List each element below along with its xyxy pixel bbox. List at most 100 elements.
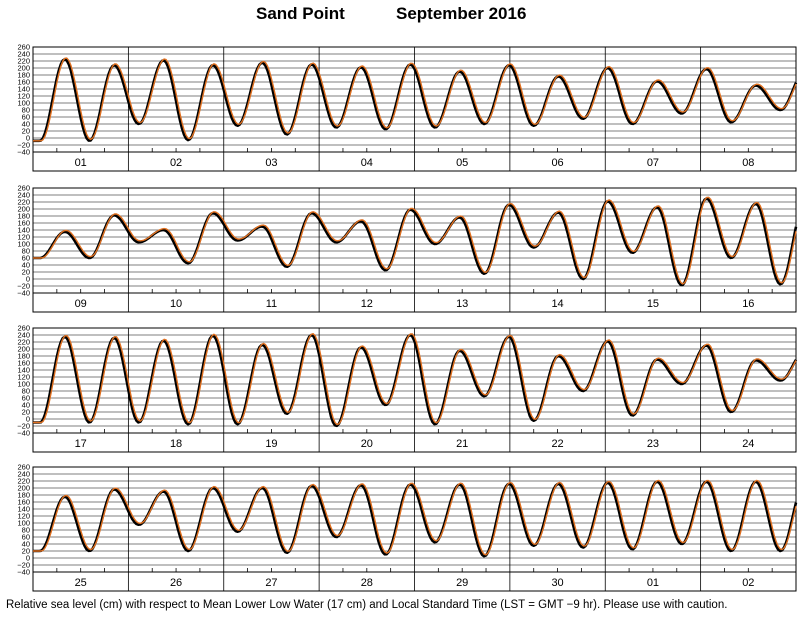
y-tick-label: 240 bbox=[17, 50, 30, 59]
day-label: 01 bbox=[647, 577, 659, 589]
day-label: 01 bbox=[75, 157, 87, 169]
y-tick-label: 20 bbox=[22, 547, 30, 556]
y-tick-label: 40 bbox=[22, 401, 30, 410]
day-label: 30 bbox=[551, 577, 563, 589]
day-label: 28 bbox=[361, 577, 373, 589]
day-label: 24 bbox=[742, 438, 754, 450]
day-label: 29 bbox=[456, 577, 468, 589]
y-tick-label: −40 bbox=[17, 148, 30, 157]
month-year: September 2016 bbox=[396, 4, 527, 23]
y-tick-label: 220 bbox=[17, 198, 30, 207]
y-tick-label: 0 bbox=[26, 415, 30, 424]
day-label: 03 bbox=[265, 157, 277, 169]
day-label: 05 bbox=[456, 157, 468, 169]
y-tick-label: 260 bbox=[17, 184, 30, 193]
y-tick-label: 160 bbox=[17, 219, 30, 228]
y-tick-label: 20 bbox=[22, 268, 30, 277]
y-tick-label: 80 bbox=[22, 526, 30, 535]
y-tick-label: 260 bbox=[17, 43, 30, 52]
y-tick-label: 260 bbox=[17, 463, 30, 472]
day-label: 22 bbox=[551, 438, 563, 450]
y-tick-label: 140 bbox=[17, 85, 30, 94]
y-tick-label: 60 bbox=[22, 394, 30, 403]
day-label: 13 bbox=[456, 298, 468, 310]
day-label: 09 bbox=[75, 298, 87, 310]
y-tick-label: 20 bbox=[22, 127, 30, 136]
y-tick-label: 100 bbox=[17, 99, 30, 108]
y-tick-label: −20 bbox=[17, 422, 30, 431]
day-label-strip bbox=[32, 432, 797, 453]
observed-series bbox=[33, 197, 798, 287]
day-label: 16 bbox=[742, 298, 754, 310]
chart-caption: Relative sea level (cm) with respect to … bbox=[6, 599, 728, 611]
y-tick-label: 180 bbox=[17, 71, 30, 80]
day-label: 02 bbox=[170, 157, 182, 169]
day-label-strip bbox=[32, 571, 797, 592]
day-label: 25 bbox=[75, 577, 87, 589]
day-label: 06 bbox=[551, 157, 563, 169]
y-tick-label: 260 bbox=[17, 324, 30, 333]
y-tick-label: 60 bbox=[22, 113, 30, 122]
y-tick-label: −20 bbox=[17, 141, 30, 150]
y-tick-label: 140 bbox=[17, 505, 30, 514]
y-tick-label: 140 bbox=[17, 366, 30, 375]
y-tick-label: 100 bbox=[17, 240, 30, 249]
day-label: 26 bbox=[170, 577, 182, 589]
day-label: 08 bbox=[742, 157, 754, 169]
day-label: 15 bbox=[647, 298, 659, 310]
predicted-series bbox=[33, 333, 797, 426]
day-label: 04 bbox=[361, 157, 373, 169]
y-tick-label: 180 bbox=[17, 352, 30, 361]
y-tick-label: 240 bbox=[17, 470, 30, 479]
y-tick-label: 200 bbox=[17, 64, 30, 73]
y-tick-label: 100 bbox=[17, 380, 30, 389]
predicted-series bbox=[33, 479, 797, 556]
y-tick-label: 200 bbox=[17, 205, 30, 214]
day-label: 18 bbox=[170, 438, 182, 450]
y-tick-label: 160 bbox=[17, 78, 30, 87]
y-tick-label: 60 bbox=[22, 533, 30, 542]
y-tick-label: 240 bbox=[17, 191, 30, 200]
y-tick-label: −40 bbox=[17, 568, 30, 577]
day-label: 10 bbox=[170, 298, 182, 310]
y-tick-label: 80 bbox=[22, 106, 30, 115]
y-tick-label: −20 bbox=[17, 282, 30, 291]
chart-title: Sand Point September 2016 bbox=[0, 4, 800, 28]
station-name: Sand Point bbox=[256, 4, 345, 23]
predicted-series bbox=[33, 196, 797, 285]
y-tick-label: 220 bbox=[17, 57, 30, 66]
day-label-strip bbox=[32, 151, 797, 172]
y-tick-label: 200 bbox=[17, 484, 30, 493]
y-tick-label: 60 bbox=[22, 254, 30, 263]
day-label: 12 bbox=[361, 298, 373, 310]
y-tick-label: 120 bbox=[17, 233, 30, 242]
day-label: 23 bbox=[647, 438, 659, 450]
day-label: 07 bbox=[647, 157, 659, 169]
y-tick-label: 0 bbox=[26, 554, 30, 563]
y-tick-label: 220 bbox=[17, 477, 30, 486]
y-tick-label: 180 bbox=[17, 491, 30, 500]
y-tick-label: −40 bbox=[17, 429, 30, 438]
y-tick-label: 0 bbox=[26, 134, 30, 143]
day-label: 19 bbox=[265, 438, 277, 450]
y-tick-label: 240 bbox=[17, 331, 30, 340]
y-tick-label: 100 bbox=[17, 519, 30, 528]
y-tick-label: 80 bbox=[22, 387, 30, 396]
day-label: 11 bbox=[266, 298, 277, 310]
y-tick-label: 120 bbox=[17, 373, 30, 382]
y-tick-label: −40 bbox=[17, 289, 30, 298]
y-tick-label: 160 bbox=[17, 359, 30, 368]
y-tick-label: 120 bbox=[17, 512, 30, 521]
y-tick-label: 20 bbox=[22, 408, 30, 417]
day-label: 21 bbox=[456, 438, 468, 450]
y-tick-label: 220 bbox=[17, 338, 30, 347]
y-tick-label: 40 bbox=[22, 120, 30, 129]
predicted-series bbox=[33, 57, 797, 142]
day-label: 14 bbox=[551, 298, 563, 310]
y-tick-label: 140 bbox=[17, 226, 30, 235]
y-tick-label: 0 bbox=[26, 275, 30, 284]
day-label: 17 bbox=[75, 438, 87, 450]
y-tick-label: 40 bbox=[22, 261, 30, 270]
day-label: 27 bbox=[265, 577, 277, 589]
